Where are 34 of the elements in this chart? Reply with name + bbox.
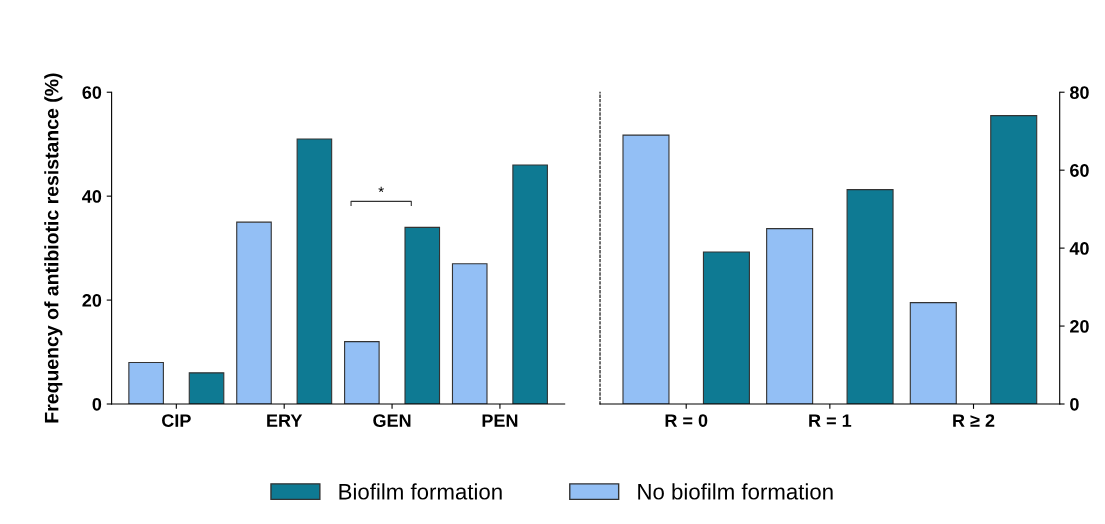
bar (512, 164, 548, 404)
bar (990, 115, 1038, 404)
y-tick-label: 0 (1070, 397, 1079, 411)
bar (128, 361, 164, 404)
bar (766, 228, 814, 404)
y-tick-label: 80 (1069, 86, 1089, 99)
bar (846, 189, 894, 404)
bar (236, 221, 272, 404)
x-tick-label: R ≥ 2 (953, 414, 995, 427)
y-tick-label: 20 (1070, 319, 1089, 333)
bar (622, 134, 670, 404)
x-tick-label: ERY (267, 414, 303, 427)
x-tick-label: R = 0 (665, 414, 708, 427)
bar (451, 263, 488, 404)
x-tick-label: PEN (482, 414, 518, 427)
bar (404, 226, 441, 404)
y-tick-label: 60 (82, 86, 102, 99)
x-tick-label: CIP (162, 414, 191, 427)
x-tick-label: R = 1 (809, 414, 852, 427)
legend-label: Biofilm formation (339, 483, 502, 500)
y-tick-label: 40 (82, 190, 102, 203)
bar (344, 341, 380, 404)
bar (296, 138, 333, 404)
y-tick-label: 60 (1070, 164, 1089, 177)
x-tick-label: GEN (373, 414, 411, 427)
bar (909, 302, 957, 404)
y-tick-label: 0 (92, 397, 102, 411)
bar (702, 251, 750, 404)
y-tick-label: 20 (82, 294, 102, 307)
y-axis-title: Frequency of antibiotic resistance (%) (44, 73, 63, 423)
bar (188, 372, 225, 404)
y-tick-label: 40 (1069, 242, 1089, 255)
legend-label: No biofilm formation (638, 483, 833, 500)
annotation: * (378, 186, 384, 193)
